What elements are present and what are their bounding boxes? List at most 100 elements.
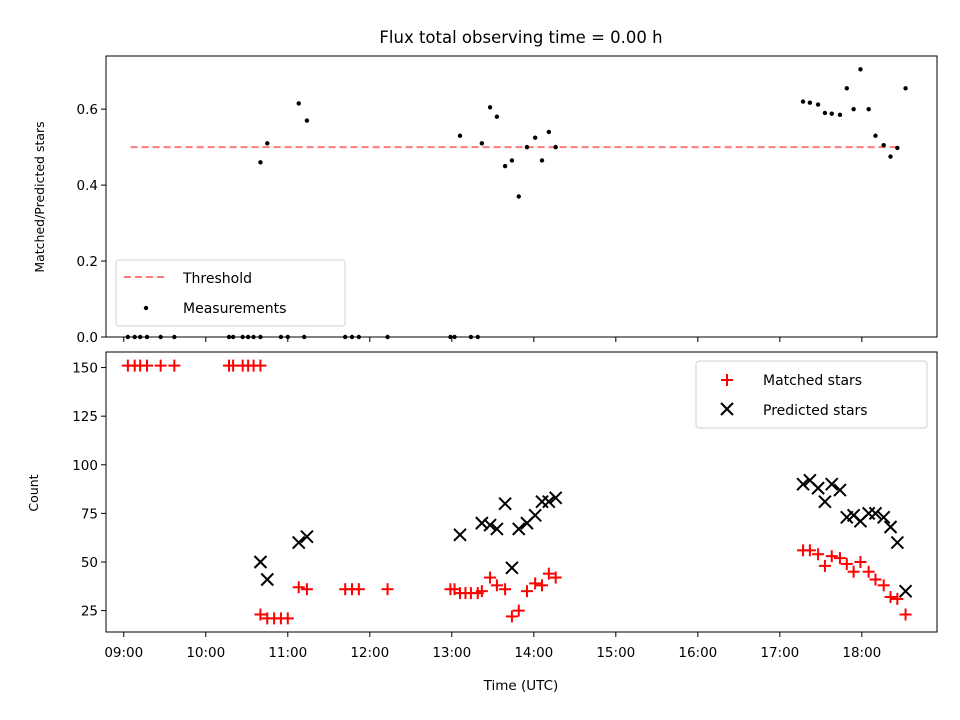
measurement-point: [304, 118, 310, 123]
top-y-tick-label: 0.4: [77, 178, 98, 194]
measurement-point: [487, 105, 493, 110]
measurement-point: [881, 143, 886, 148]
predicted-star-point: [535, 495, 549, 509]
bottom-x-tick-label: 18:00: [842, 645, 881, 661]
predicted-star-point: [490, 522, 504, 536]
measurement-point: [296, 101, 301, 106]
matched-star-point: [520, 585, 533, 598]
bottom-x-tick-label: 13:00: [432, 645, 471, 661]
bottom-x-tick-label: 15:00: [596, 645, 635, 661]
predicted-star-point: [260, 572, 274, 587]
matched-star-point: [542, 567, 555, 580]
matched-star-point: [281, 612, 294, 625]
matched-star-point: [300, 583, 313, 596]
top-y-tick-label: 0.0: [77, 330, 98, 346]
predicted-star-point: [796, 477, 810, 491]
matched-star-point: [352, 583, 365, 596]
matched-star-point: [812, 548, 825, 561]
matched-star-point: [484, 571, 497, 584]
bottom-y-tick-label: 100: [72, 458, 98, 474]
legend-predicted-label: Predicted stars: [763, 403, 868, 419]
matched-star-point: [529, 577, 542, 590]
predicted-star-point: [898, 584, 913, 598]
bottom-x-axis-label: Time (UTC): [483, 678, 559, 694]
bottom-y-axis-label: Count: [26, 474, 41, 511]
top-plot-marks: [125, 67, 908, 340]
top-y-tick-label: 0.2: [77, 254, 98, 270]
predicted-star-point: [833, 483, 847, 497]
matched-star-point: [803, 544, 816, 557]
matched-star-point: [899, 608, 912, 621]
measurement-point: [479, 141, 485, 146]
matched-star-point: [292, 581, 305, 594]
matched-star-point: [381, 583, 394, 596]
matched-star-point: [862, 565, 875, 578]
measurement-point: [800, 99, 806, 104]
measurement-point: [807, 100, 813, 105]
matched-star-point: [154, 359, 167, 372]
matched-star-point: [549, 571, 562, 584]
bottom-x-tick-label: 10:00: [186, 645, 225, 661]
matched-star-point: [877, 579, 890, 592]
measurement-point: [265, 141, 270, 146]
predicted-star-point: [475, 516, 489, 530]
legend-matched-label: Matched stars: [763, 373, 862, 389]
measurement-point: [903, 86, 908, 91]
measurement-point: [494, 114, 500, 119]
top-legend-box: [115, 259, 346, 327]
legend-matched-marker: [721, 374, 733, 386]
bottom-y-tick-label: 25: [81, 604, 98, 620]
bottom-x-tick-label: 16:00: [678, 645, 717, 661]
predicted-star-point: [483, 518, 497, 532]
measurement-point: [258, 160, 263, 165]
predicted-star-point: [548, 491, 563, 505]
measurement-point: [532, 135, 538, 140]
predicted-star-point: [883, 520, 898, 534]
bottom-legend-box: [695, 360, 928, 429]
measurement-point: [829, 111, 834, 116]
predicted-star-point: [300, 530, 314, 544]
matched-star-point: [825, 550, 838, 563]
measurement-point: [888, 154, 893, 159]
matched-star-point: [840, 557, 853, 570]
bottom-y-tick-label: 150: [72, 361, 98, 377]
top-y-axis-label: Matched/Predicted stars: [32, 121, 47, 272]
matched-star-point: [833, 552, 846, 565]
matched-star-point: [847, 565, 860, 578]
bottom-x-tick-label: 11:00: [268, 645, 307, 661]
legend-measurements-label: Measurements: [183, 301, 286, 317]
bottom-x-tick-label: 09:00: [104, 645, 143, 661]
bottom-legend: Matched stars Predicted stars: [695, 360, 928, 429]
matched-star-point: [254, 359, 267, 372]
predicted-star-point: [811, 481, 825, 495]
measurement-point: [873, 133, 878, 138]
matched-star-point: [891, 592, 904, 605]
legend-predicted-marker: [720, 402, 734, 416]
bottom-plot-marks: [121, 359, 913, 625]
top-plot-frame: [105, 55, 938, 338]
top-y-tick-label: 0.6: [77, 102, 98, 118]
measurement-point: [837, 112, 843, 118]
predicted-star-point: [876, 510, 891, 524]
matched-star-point: [818, 559, 831, 572]
legend-threshold-label: Threshold: [182, 271, 252, 287]
predicted-star-point: [861, 506, 876, 521]
measurement-point: [516, 194, 521, 199]
bottom-plot-frame: [105, 351, 938, 633]
predicted-star-point: [542, 495, 556, 509]
predicted-star-point: [825, 477, 839, 491]
predicted-star-point: [868, 506, 883, 521]
bottom-x-tick-label: 12:00: [350, 645, 389, 661]
matched-star-point: [505, 610, 518, 623]
bottom-y-tick-label: 50: [81, 555, 98, 571]
predicted-star-point: [818, 495, 832, 509]
matched-star-point: [869, 573, 882, 586]
measurement-point: [866, 106, 871, 112]
measurement-point: [457, 133, 463, 138]
measurement-point: [844, 86, 849, 91]
measurement-point: [851, 106, 856, 112]
top-chart-title: Flux total observing time = 0.00 h: [379, 28, 662, 47]
predicted-star-point: [890, 535, 905, 550]
top-plot-axes: 0.0 0.2 0.4 0.6: [77, 102, 863, 346]
